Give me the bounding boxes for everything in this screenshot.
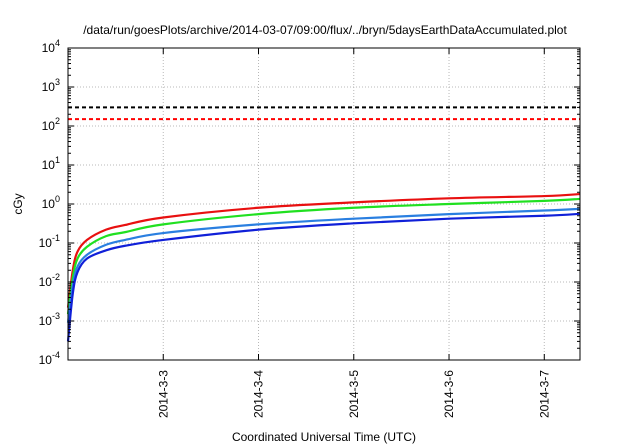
x-tick-label: 2014-3-4 — [252, 370, 266, 418]
y-tick-label: 10-2 — [39, 272, 60, 289]
series-line — [66, 192, 581, 308]
x-axis-label: Coordinated Universal Time (UTC) — [232, 430, 416, 444]
series-line — [66, 197, 581, 315]
y-tick-label: 10-3 — [39, 311, 60, 328]
series-line — [66, 212, 581, 342]
reference-lines — [68, 106, 580, 121]
series-group — [66, 192, 581, 342]
x-tick-label: 2014-3-7 — [537, 370, 551, 418]
y-axis-label: cGy — [11, 193, 25, 214]
x-tick-label: 2014-3-5 — [347, 370, 361, 418]
y-tick-label: 10-1 — [39, 233, 60, 250]
y-tick-label: 102 — [42, 116, 60, 133]
y-tick-labels: 10-4 10-3 10-2 10-1 100 101 102 103 104 — [39, 38, 60, 367]
y-tick-label: 104 — [42, 38, 60, 55]
chart-title: /data/run/goesPlots/archive/2014-03-07/0… — [83, 23, 567, 37]
y-tick-label: 100 — [42, 194, 60, 211]
x-tick-label: 2014-3-3 — [156, 370, 170, 418]
series-line — [66, 207, 581, 323]
y-tick-label: 10-4 — [39, 350, 60, 367]
x-tick-label: 2014-3-6 — [442, 370, 456, 418]
y-tick-label: 103 — [42, 77, 60, 94]
x-tick-labels: 2014-3-3 2014-3-4 2014-3-5 2014-3-6 2014-3-7 — [156, 370, 551, 418]
y-tick-label: 101 — [42, 155, 60, 172]
ticks — [68, 47, 580, 361]
